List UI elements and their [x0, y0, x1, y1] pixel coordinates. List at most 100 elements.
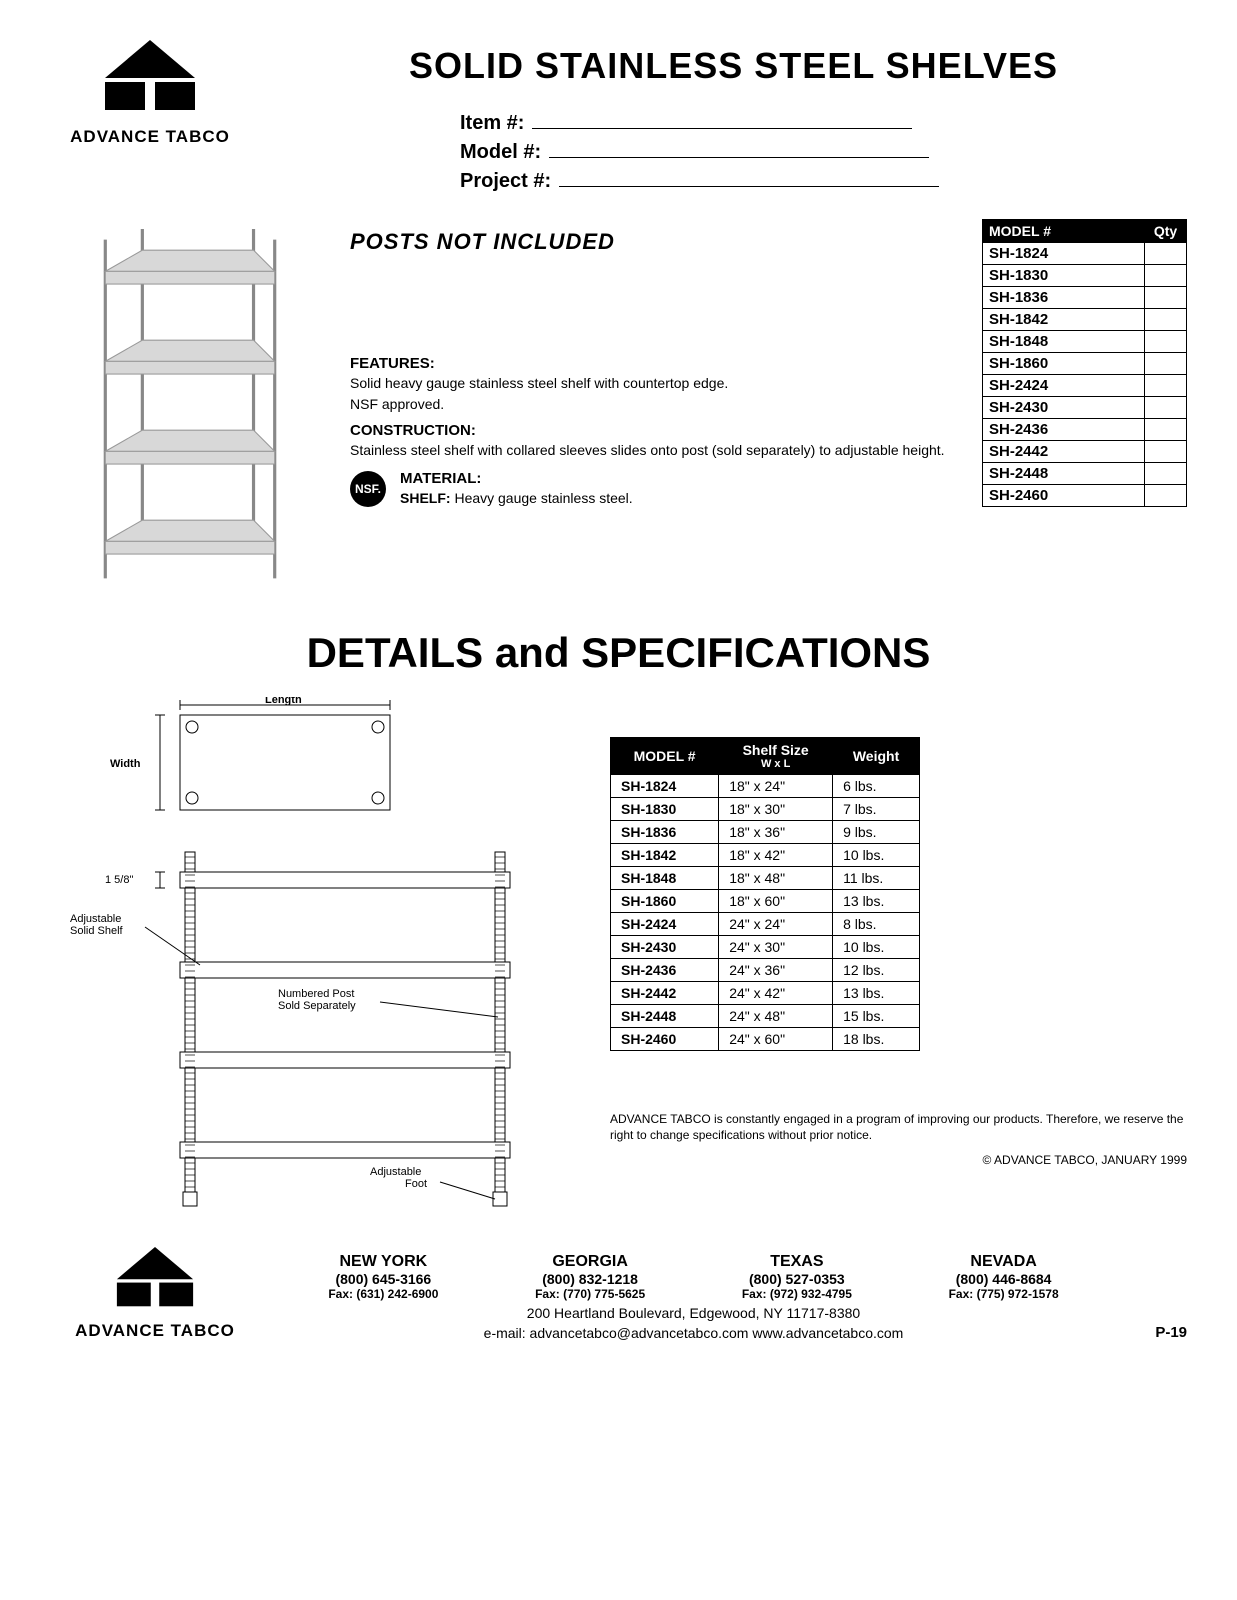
qty-cell[interactable] [1145, 287, 1187, 309]
loc-fax: Fax: (770) 775-5625 [535, 1287, 645, 1301]
form-fields: Item #: Model #: Project #: [460, 112, 1187, 193]
spec-size: 18" x 48" [719, 867, 833, 890]
model-cell: SH-2460 [983, 485, 1145, 507]
spec-weight: 15 lbs. [833, 1005, 920, 1028]
table-row: SH-1848 [983, 331, 1187, 353]
spec-h-model: MODEL # [611, 738, 719, 775]
model-cell: SH-1860 [983, 353, 1145, 375]
table-row: SH-246024" x 60"18 lbs. [611, 1028, 920, 1051]
spec-weight: 8 lbs. [833, 913, 920, 936]
spec-weight: 13 lbs. [833, 982, 920, 1005]
qty-cell[interactable] [1145, 353, 1187, 375]
spec-weight: 10 lbs. [833, 936, 920, 959]
loc-phone: (800) 527-0353 [742, 1271, 852, 1287]
spec-model: SH-1830 [611, 798, 719, 821]
qty-header: Qty [1145, 220, 1187, 243]
qty-cell[interactable] [1145, 419, 1187, 441]
spec-model: SH-2442 [611, 982, 719, 1005]
table-row: SH-244824" x 48"15 lbs. [611, 1005, 920, 1028]
form-blank-project[interactable] [559, 186, 939, 187]
table-row: SH-243624" x 36"12 lbs. [611, 959, 920, 982]
spec-size: 18" x 30" [719, 798, 833, 821]
page-title: SOLID STAINLESS STEEL SHELVES [280, 45, 1187, 87]
spec-model: SH-1824 [611, 775, 719, 798]
table-row: SH-1836 [983, 287, 1187, 309]
model-cell: SH-2436 [983, 419, 1145, 441]
qty-cell[interactable] [1145, 441, 1187, 463]
spec-size: 18" x 24" [719, 775, 833, 798]
table-row: SH-2436 [983, 419, 1187, 441]
model-cell: SH-2442 [983, 441, 1145, 463]
location: TEXAS(800) 527-0353Fax: (972) 932-4795 [742, 1253, 852, 1301]
spec-size: 24" x 36" [719, 959, 833, 982]
brand-logo-icon [80, 40, 220, 125]
disclaimer: ADVANCE TABCO is constantly engaged in a… [610, 1111, 1187, 1143]
spec-model: SH-2460 [611, 1028, 719, 1051]
table-row: SH-1860 [983, 353, 1187, 375]
loc-phone: (800) 832-1218 [535, 1271, 645, 1287]
address-line-2: e-mail: advancetabco@advancetabco.com ww… [280, 1325, 1107, 1341]
qty-cell[interactable] [1145, 375, 1187, 397]
details-title: DETAILS and SPECIFICATIONS [50, 629, 1187, 677]
form-blank-model[interactable] [549, 157, 929, 158]
qty-cell[interactable] [1145, 331, 1187, 353]
features-text-1: Solid heavy gauge stainless steel shelf … [350, 374, 962, 393]
model-cell: SH-2424 [983, 375, 1145, 397]
loc-fax: Fax: (775) 972-1578 [949, 1287, 1059, 1301]
construction-text: Stainless steel shelf with collared slee… [350, 441, 962, 460]
form-label-item: Item #: [460, 112, 524, 135]
table-row: SH-244224" x 42"13 lbs. [611, 982, 920, 1005]
spec-model: SH-1860 [611, 890, 719, 913]
spec-model: SH-2448 [611, 1005, 719, 1028]
spec-table: MODEL # Shelf SizeW x L Weight SH-182418… [610, 737, 920, 1051]
spec-model: SH-2424 [611, 913, 719, 936]
spec-model: SH-2436 [611, 959, 719, 982]
spec-weight: 13 lbs. [833, 890, 920, 913]
diagram-adj-shelf-1: Adjustable [70, 913, 121, 925]
spec-h-size: Shelf SizeW x L [719, 738, 833, 775]
spec-weight: 11 lbs. [833, 867, 920, 890]
model-cell: SH-1848 [983, 331, 1145, 353]
loc-fax: Fax: (972) 932-4795 [742, 1287, 852, 1301]
diagram: Length Width [50, 697, 570, 1222]
qty-cell[interactable] [1145, 243, 1187, 265]
table-row: SH-183018" x 30"7 lbs. [611, 798, 920, 821]
spec-weight: 10 lbs. [833, 844, 920, 867]
form-blank-item[interactable] [532, 128, 912, 129]
posts-not-included: POSTS NOT INCLUDED [350, 229, 962, 255]
loc-fax: Fax: (631) 242-6900 [328, 1287, 438, 1301]
footer-brand: ADVANCE TABCO [75, 1321, 235, 1341]
diagram-post-1: Numbered Post [278, 988, 354, 1000]
diagram-post-2: Sold Separately [278, 1000, 356, 1012]
table-row: SH-2424 [983, 375, 1187, 397]
diagram-foot-2: Foot [405, 1178, 427, 1190]
qty-cell[interactable] [1145, 309, 1187, 331]
table-row: SH-2430 [983, 397, 1187, 419]
material-heading: MATERIAL: [400, 470, 633, 487]
spec-size: 24" x 60" [719, 1028, 833, 1051]
qty-cell[interactable] [1145, 463, 1187, 485]
loc-phone: (800) 446-8684 [949, 1271, 1059, 1287]
model-cell: SH-2448 [983, 463, 1145, 485]
spec-size: 24" x 48" [719, 1005, 833, 1028]
qty-cell[interactable] [1145, 485, 1187, 507]
footer-logo: ADVANCE TABCO [50, 1247, 260, 1341]
table-row: SH-1842 [983, 309, 1187, 331]
model-qty-table-wrap: MODEL # Qty SH-1824SH-1830SH-1836SH-1842… [982, 219, 1187, 599]
spec-h-weight: Weight [833, 738, 920, 775]
product-photo [50, 219, 330, 599]
qty-cell[interactable] [1145, 265, 1187, 287]
logo-block: ADVANCE TABCO [50, 40, 250, 147]
table-row: SH-184818" x 48"11 lbs. [611, 867, 920, 890]
copyright: © ADVANCE TABCO, JANUARY 1999 [610, 1153, 1187, 1167]
table-row: SH-1830 [983, 265, 1187, 287]
diagram-width-label: Width [110, 758, 141, 770]
model-header: MODEL # [983, 220, 1145, 243]
spec-model: SH-2430 [611, 936, 719, 959]
table-row: SH-184218" x 42"10 lbs. [611, 844, 920, 867]
table-row: SH-1824 [983, 243, 1187, 265]
spec-size: 24" x 24" [719, 913, 833, 936]
qty-cell[interactable] [1145, 397, 1187, 419]
spec-model: SH-1848 [611, 867, 719, 890]
spec-weight: 9 lbs. [833, 821, 920, 844]
